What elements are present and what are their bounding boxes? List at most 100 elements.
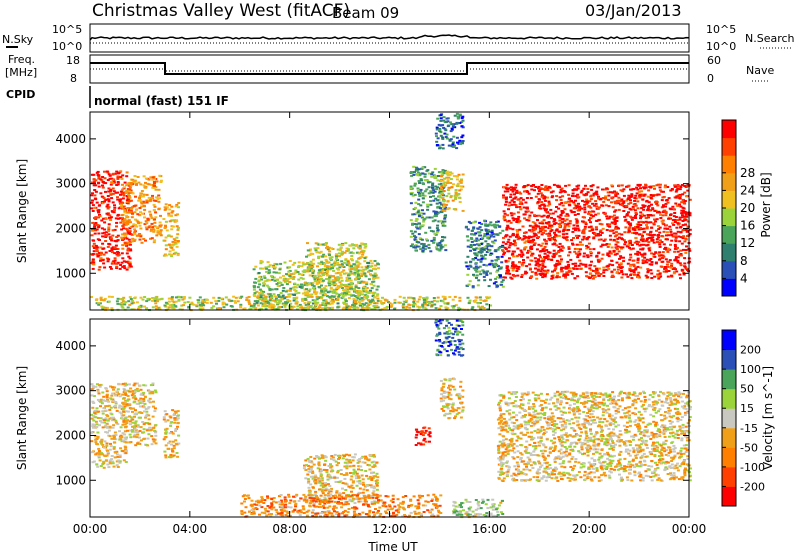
range-cell: [485, 224, 489, 227]
range-cell: [150, 237, 154, 240]
range-cell: [613, 253, 617, 256]
range-cell: [302, 263, 306, 266]
freq-tick-top: 18: [66, 54, 80, 67]
range-cell: [101, 184, 104, 187]
range-cell: [520, 255, 524, 258]
range-cell: [502, 253, 506, 256]
range-cell: [455, 175, 459, 178]
range-cell: [97, 456, 101, 459]
range-cell: [107, 429, 111, 432]
range-cell: [408, 304, 412, 307]
range-cell: [91, 210, 95, 212]
range-cell: [364, 287, 367, 289]
range-cell: [456, 184, 460, 187]
range-cell: [636, 273, 640, 276]
range-cell: [592, 248, 596, 251]
range-cell: [682, 202, 686, 205]
range-cell: [629, 270, 633, 273]
range-cell: [111, 192, 115, 195]
range-cell: [633, 232, 637, 235]
range-cell: [544, 210, 548, 213]
range-cell: [626, 221, 630, 224]
range-cell: [611, 191, 615, 194]
range-cell: [346, 259, 350, 262]
range-cell: [127, 300, 131, 303]
range-cell: [122, 419, 126, 421]
range-cell: [678, 273, 682, 276]
range-cell: [169, 214, 173, 217]
range-cell: [649, 196, 653, 199]
range-cell: [98, 204, 102, 207]
range-cell: [534, 267, 537, 270]
range-cell: [488, 249, 492, 251]
range-cell: [439, 246, 443, 248]
range-cell: [107, 242, 111, 245]
range-cell: [173, 220, 177, 223]
range-cell: [112, 400, 116, 403]
freq-tick-bottom: 8: [70, 72, 77, 85]
range-cell: [557, 246, 561, 248]
range-cell: [651, 207, 655, 209]
range-cell: [100, 440, 103, 443]
range-cell: [505, 183, 509, 186]
range-cell: [584, 263, 588, 266]
range-cell: [646, 268, 650, 271]
range-cell: [444, 136, 448, 138]
range-cell: [428, 226, 432, 229]
range-cell: [152, 180, 156, 183]
range-cell: [588, 248, 592, 251]
range-cell: [515, 229, 519, 231]
range-cell: [557, 184, 561, 187]
range-cell: [486, 270, 490, 273]
range-cell: [125, 214, 129, 217]
range-cell: [141, 212, 145, 215]
range-cell: [661, 222, 665, 225]
range-cell: [120, 252, 124, 255]
range-cell: [622, 256, 625, 259]
range-cell: [365, 306, 369, 309]
range-cell: [102, 217, 106, 220]
range-cell: [509, 196, 513, 199]
range-cell: [312, 262, 316, 265]
range-cell: [639, 220, 643, 223]
range-cell: [443, 296, 447, 299]
range-cell: [338, 266, 342, 269]
range-cell: [412, 301, 416, 303]
range-cell: [312, 302, 315, 305]
range-cell: [123, 209, 127, 212]
range-cell: [373, 260, 377, 262]
range-cell: [101, 259, 105, 262]
range-cell: [116, 175, 120, 178]
range-cell: [483, 219, 487, 222]
range-cell: [172, 238, 176, 241]
range-cell: [557, 234, 561, 237]
range-cell: [553, 242, 557, 245]
range-cell: [120, 177, 124, 180]
range-cell: [252, 268, 256, 271]
range-cell: [130, 299, 134, 302]
range-cell: [319, 275, 323, 278]
range-cell: [549, 230, 553, 233]
range-cell: [663, 209, 667, 212]
range-cell: [551, 237, 554, 240]
range-cell: [632, 271, 636, 274]
range-cell: [303, 297, 307, 300]
range-cell: [582, 235, 586, 238]
range-cell: [295, 296, 299, 299]
range-cell: [373, 267, 377, 270]
range-cell: [576, 254, 580, 257]
range-cell: [408, 306, 412, 309]
range-cell: [568, 197, 572, 200]
range-cell: [417, 215, 421, 218]
range-cell: [363, 257, 367, 260]
range-cell: [591, 215, 595, 218]
range-cell: [93, 197, 97, 200]
range-cell: [99, 405, 102, 408]
range-cell: [565, 229, 569, 232]
range-cell: [454, 191, 458, 194]
range-cell: [150, 197, 154, 200]
range-cell: [650, 226, 654, 229]
range-cell: [289, 307, 293, 310]
range-cell: [420, 167, 424, 170]
cpid-value: normal (fast) 151 IF: [94, 94, 229, 108]
